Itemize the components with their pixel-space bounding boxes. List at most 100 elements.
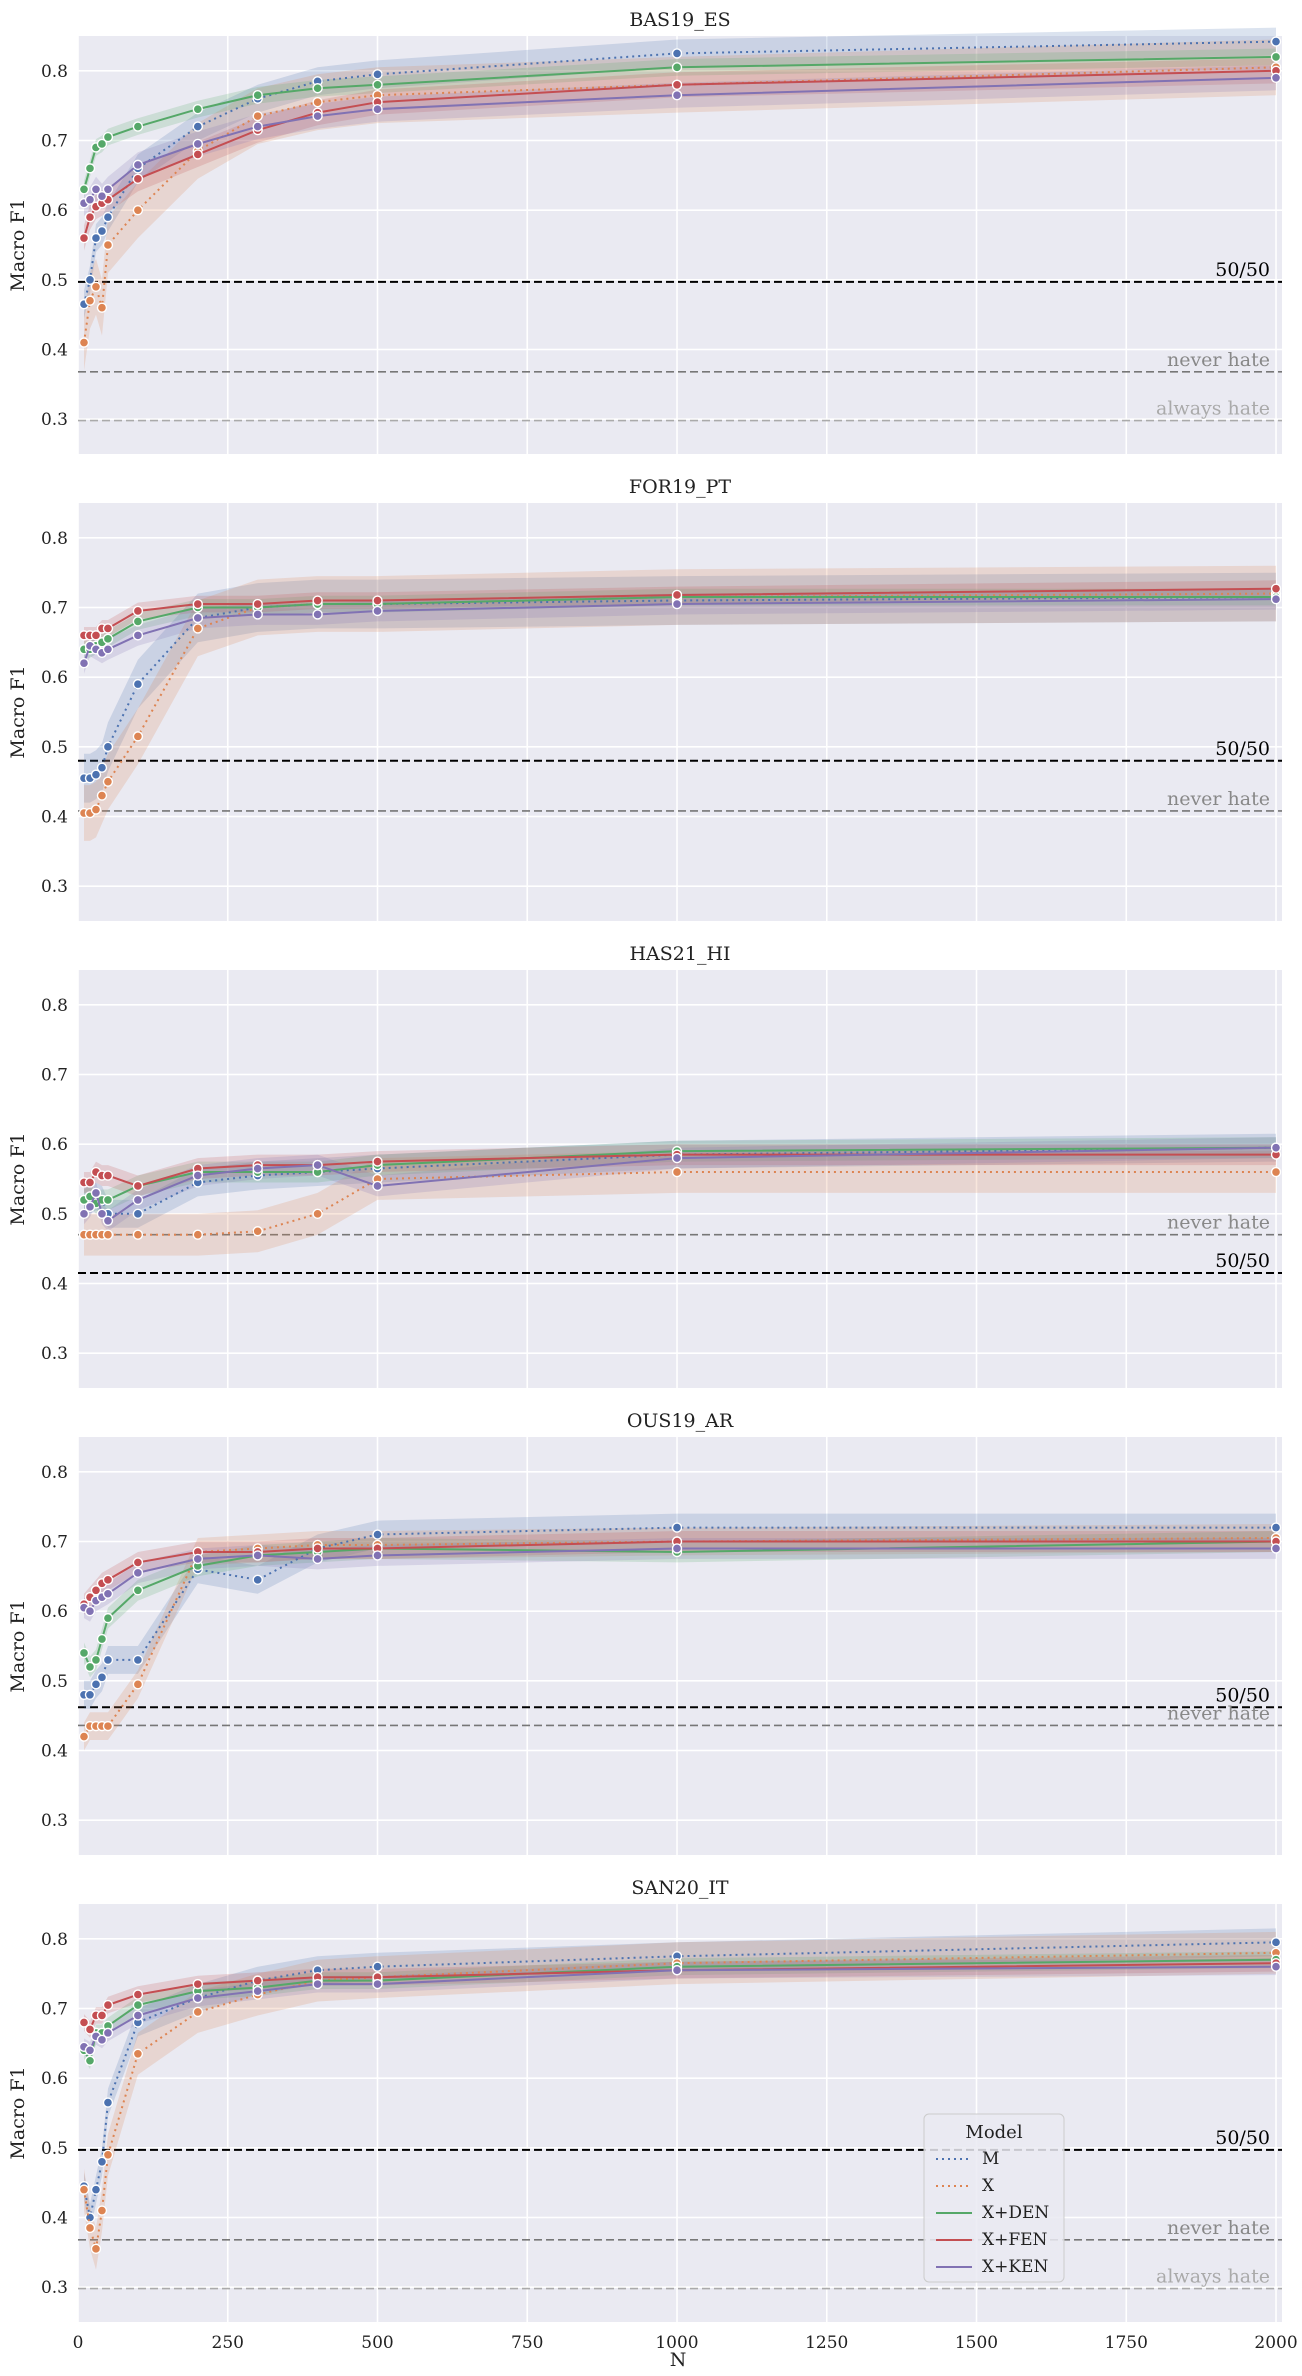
data-point [312,609,323,620]
data-point [78,337,90,348]
data-point [671,79,683,90]
y-tick-label: 0.7 [41,599,68,619]
data-point [192,149,204,160]
data-point [102,2149,114,2161]
confidence-band [84,1137,1276,1214]
data-point [96,225,108,237]
confidence-band [84,1144,1276,1197]
plot-area [78,503,1282,921]
x-tick-label: 750 [511,2333,543,2353]
data-point [90,184,102,195]
reference-line-label: 50/50 [1215,259,1270,281]
y-tick-label: 0.3 [41,1811,68,1831]
confidence-band [84,1531,1276,1615]
data-point [84,1661,96,1673]
data-point [102,776,114,787]
reference-line-label: never hate [1167,1702,1270,1724]
data-point [78,2017,90,2028]
reference-line-label: never hate [1167,2217,1270,2239]
y-tick-label: 0.5 [41,2139,68,2159]
data-point [132,1557,144,1568]
plot-area [78,36,1282,454]
data-point [671,1522,683,1533]
y-tick-label: 0.4 [41,341,68,361]
panel-title: HAS21_HI [629,943,730,965]
y-tick-label: 0.4 [41,1275,68,1295]
data-point [84,2212,96,2223]
data-point [671,1964,683,1976]
plot-area [78,1437,1282,1855]
data-point [192,1229,204,1240]
data-point [96,302,108,313]
data-point [96,2156,108,2167]
data-point [132,1989,144,2000]
legend-title: Model [965,2122,1022,2143]
y-tick-label: 0.8 [41,1930,68,1950]
y-tick-label: 0.6 [41,668,68,688]
chart-panel: SAN20_IT 0.3 0.4 0.5 0.6 0.7 0.8 Macro F1 0 250 50… [7,1877,1298,2353]
data-point [132,1654,144,1666]
data-point [671,1152,683,1164]
data-point [96,1208,108,1220]
data-point [90,1679,102,1690]
data-point [102,131,114,143]
legend-entry: X+DEN [982,2203,1049,2223]
y-tick-label: 0.7 [41,2000,68,2020]
reference-line-label: never hate [1167,1212,1270,1234]
data-point [102,211,114,223]
confidence-band [84,1538,1276,1622]
data-point [84,2024,96,2035]
data-point [102,623,114,634]
data-point [192,103,204,115]
data-point [78,232,90,244]
reference-line-label: 50/50 [1215,2127,1270,2149]
data-point [312,1208,323,1220]
data-point [132,159,144,171]
x-tick-label: 1500 [955,2333,998,2353]
data-point [192,1978,204,1990]
chart-panel: FOR19_PT 0.3 0.4 0.5 0.6 0.7 0.8 Macro F1 50/50 n… [7,476,1282,921]
data-point [1270,51,1282,63]
data-point [90,1585,102,1596]
y-axis-label: Macro F1 [7,2066,29,2159]
data-point [132,605,144,617]
data-point [132,630,144,641]
data-point [96,1672,108,1683]
y-tick-label: 0.4 [41,1742,68,1762]
data-point [671,48,683,59]
y-tick-label: 0.4 [41,808,68,828]
y-axis-label: Macro F1 [7,1132,29,1225]
chart-panel: HAS21_HI 0.3 0.4 0.5 0.6 0.7 0.8 Macro F1 never … [7,943,1282,1388]
y-axis-label: Macro F1 [7,198,29,291]
data-point [102,1654,114,1666]
data-point [78,1731,90,1742]
data-point [671,589,683,601]
data-point [102,1170,114,1181]
data-point [252,609,263,620]
panel-title: OUS19_AR [627,1410,734,1432]
data-point [132,2010,144,2021]
data-point [132,1999,144,2011]
data-point [312,595,323,606]
data-point [312,1543,323,1554]
data-point [84,274,96,286]
data-point [132,678,144,690]
data-point [1270,1522,1282,1533]
data-point [96,762,108,773]
data-point [84,1605,96,1617]
data-point [1270,72,1282,84]
data-point [312,1159,323,1171]
confidence-band [84,1137,1276,1232]
data-point [252,598,263,610]
confidence-band [84,1928,1276,2232]
data-point [252,1574,263,1586]
data-point [132,1585,144,1596]
data-point [78,184,90,195]
panel-title: SAN20_IT [631,1877,729,1899]
data-point [96,2205,108,2216]
data-point [90,232,102,244]
data-point [96,138,108,150]
chart-panel: BAS19_ES 0.3 0.4 0.5 0.6 0.7 0.8 Macro F1 50/50 n… [7,9,1282,454]
